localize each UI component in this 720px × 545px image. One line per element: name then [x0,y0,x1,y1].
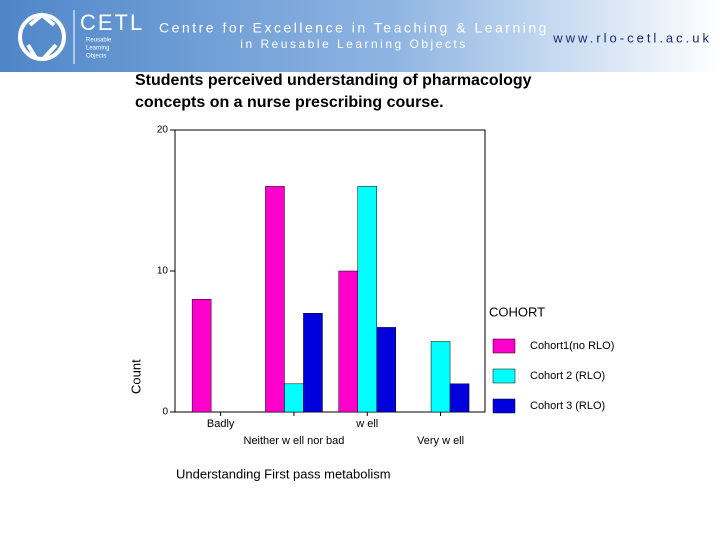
x-axis-label: Understanding First pass metabolism [176,466,391,481]
bar [376,327,396,413]
logo-icon [18,12,66,61]
legend-label: Cohort 3 (RLO) [530,400,605,412]
slide-title: Students perceived understanding of phar… [135,72,532,89]
legend-label: Cohort 2 (RLO) [530,370,605,382]
x-tick-label: Neither w ell nor bad [244,435,345,447]
legend-swatch [492,398,516,414]
bar [191,298,212,413]
x-tick-label: Very w ell [417,435,464,447]
bar [303,313,323,413]
logo-title: CETL [80,10,144,35]
y-tick-label: 10 [157,266,169,277]
bar [449,383,470,413]
legend-swatch [492,368,516,384]
y-tick-label: 0 [162,407,168,418]
slide-title: concepts on a nurse prescribing course. [135,94,444,111]
header-banner [0,0,720,72]
x-tick-label: w ell [355,418,378,430]
header-subtitle: in Reusable Learning Objects [240,37,467,51]
header-url: www.rlo-cetl.ac.uk [552,30,712,45]
bar [430,341,451,413]
logo-subtitle: Objects [86,54,106,60]
logo-subtitle: Learning [86,46,109,52]
legend-swatch [492,338,516,354]
bar [265,186,285,413]
x-tick-label: Badly [207,418,235,430]
bar [338,270,358,413]
legend-title: COHORT [489,304,545,319]
logo-subtitle: Reusable [86,38,112,44]
bar [357,186,377,413]
y-tick-label: 20 [157,125,169,136]
bar [284,383,304,413]
header-title: Centre for Excellence in Teaching & Lear… [159,20,549,36]
y-axis-label: Count [128,359,143,394]
legend-label: Cohort1(no RLO) [530,340,614,352]
